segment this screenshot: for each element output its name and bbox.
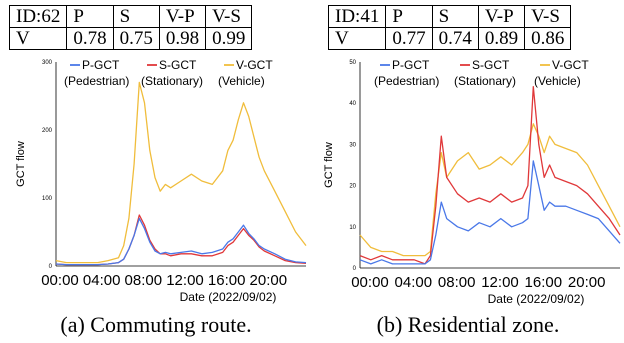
table-header-cell: S: [431, 5, 479, 28]
table-value-cell: 0.99: [205, 27, 253, 50]
table-header-cell: V-P: [158, 5, 207, 28]
x-tick-label: 00:00: [41, 272, 79, 289]
y-tick-label: 40: [349, 101, 356, 107]
table-value-cell: 0.75: [112, 27, 160, 50]
y-tick-label: 200: [42, 128, 53, 134]
table-value-cell: 0.86: [524, 27, 572, 50]
panel-commuting-route: ID:62 P S V-P V-S V 0.78 0.75 0.98 0.99 …: [8, 5, 307, 337]
legend-sublabel: (Pedestrian): [64, 74, 129, 88]
correlation-table: ID:41 P S V-P V-S V 0.77 0.74 0.89 0.86: [327, 5, 572, 50]
series-line-p-gct: [359, 160, 621, 265]
legend-label: S-GCT: [159, 58, 197, 72]
legend-label: S-GCT: [472, 58, 510, 72]
x-axis-title: Date (2022/09/02): [180, 290, 277, 304]
table-header-cell: P: [66, 5, 114, 28]
gct-flow-chart-residential: 0 10 20 30 40 50 00:00 04:00 08:00 12:00 16:00 20:0…: [323, 58, 621, 306]
table-value-cell: 0.89: [477, 27, 526, 50]
x-tick-label: 16:00: [208, 272, 246, 289]
y-tick-label: 0: [49, 264, 53, 270]
series-line-v-gct: [55, 81, 307, 264]
legend-sublabel: (Pedestrian): [374, 74, 439, 88]
table-id-cell: ID:41: [327, 5, 387, 28]
legend-label: P-GCT: [392, 58, 430, 72]
table-header-cell: V-P: [477, 5, 526, 28]
legend-sublabel: (Vehicle): [218, 74, 265, 88]
y-tick-label: 0: [353, 266, 357, 272]
table-header-cell: S: [112, 5, 160, 28]
table-row: V 0.77 0.74 0.89 0.86: [327, 27, 572, 50]
x-tick-label: 20:00: [568, 274, 606, 291]
x-tick-label: 12:00: [166, 272, 204, 289]
x-tick-label: 04:00: [83, 272, 121, 289]
y-tick-label: 20: [349, 184, 356, 190]
table-row: V 0.78 0.75 0.98 0.99: [8, 27, 253, 50]
x-tick-label: 04:00: [395, 274, 433, 291]
y-tick-label: 30: [349, 142, 356, 148]
table-value-cell: 0.98: [158, 27, 207, 50]
table-header-cell: V-S: [524, 5, 572, 28]
series-line-s-gct: [55, 214, 307, 266]
table-id-cell: ID:62: [8, 5, 68, 28]
table-header-row: ID:41 P S V-P V-S: [327, 5, 572, 28]
x-tick-label: 12:00: [481, 274, 519, 291]
y-axis-title: GCT flow: [323, 142, 335, 188]
x-tick-label: 00:00: [351, 274, 389, 291]
gct-flow-chart-commuting: 0 100 200 300 00:00 04:00 08:00 12:00 16:00 20:00…: [15, 58, 307, 304]
legend-sublabel: (Vehicle): [534, 74, 581, 88]
table-header-row: ID:62 P S V-P V-S: [8, 5, 253, 28]
table-value-cell: 0.78: [66, 27, 114, 50]
x-tick-label: 16:00: [525, 274, 563, 291]
y-tick-label: 50: [349, 60, 356, 66]
series-line-p-gct: [55, 217, 307, 266]
series-line-s-gct: [359, 86, 621, 265]
x-tick-label: 08:00: [125, 272, 163, 289]
legend-label: V-GCT: [552, 58, 589, 72]
table-row-label: V: [327, 27, 387, 50]
y-tick-label: 300: [42, 60, 53, 66]
x-tick-label: 08:00: [438, 274, 476, 291]
table-header-cell: P: [385, 5, 433, 28]
table-value-cell: 0.74: [431, 27, 479, 50]
x-axis-title: Date (2022/09/02): [488, 292, 585, 306]
y-axis-title: GCT flow: [15, 141, 27, 187]
table-header-cell: V-S: [205, 5, 253, 28]
table-value-cell: 0.77: [385, 27, 433, 50]
legend-label: V-GCT: [236, 58, 273, 72]
legend-label: P-GCT: [82, 58, 120, 72]
panel-residential-zone: ID:41 P S V-P V-S V 0.77 0.74 0.89 0.86 …: [312, 0, 624, 343]
y-tick-label: 100: [42, 196, 53, 202]
legend-sublabel: (Stationary): [141, 74, 203, 88]
table-row-label: V: [8, 27, 68, 50]
x-tick-label: 20:00: [250, 272, 288, 289]
figure-caption: (b) Residential zone.: [376, 312, 560, 337]
legend-sublabel: (Stationary): [454, 74, 516, 88]
series-line-v-gct: [359, 123, 621, 257]
figure-caption: (a) Commuting route.: [60, 312, 252, 337]
correlation-table: ID:62 P S V-P V-S V 0.78 0.75 0.98 0.99: [8, 5, 253, 50]
y-tick-label: 10: [349, 225, 356, 231]
